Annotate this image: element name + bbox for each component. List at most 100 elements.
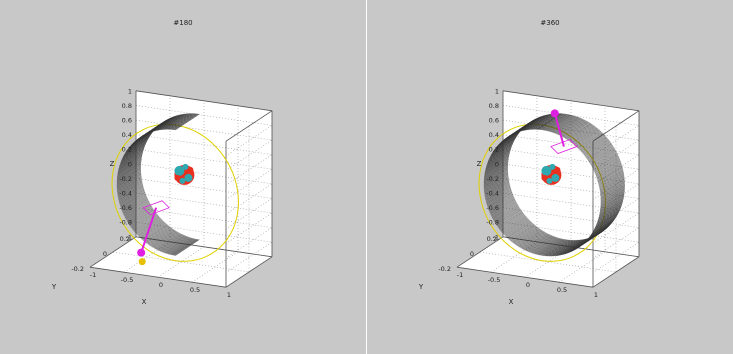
- ribbon-line: [147, 228, 173, 245]
- ribbon-line: [545, 239, 570, 257]
- ribbon-line: [484, 181, 510, 198]
- z-axis-label: Z: [110, 160, 115, 168]
- ribbon-line: [154, 232, 179, 249]
- ribbon-line: [599, 175, 625, 192]
- ribbon-line: [135, 217, 161, 234]
- z-tick-label: 1: [128, 87, 132, 95]
- grid-line-z: [502, 148, 640, 200]
- ribbon-line: [161, 113, 186, 130]
- ribbon-line: [513, 227, 538, 244]
- z-tick-label: -1: [126, 233, 132, 241]
- ribbon-line: [600, 183, 626, 200]
- ribbon-line: [146, 227, 171, 244]
- ribbon-line: [590, 148, 615, 165]
- ribbon-line: [124, 137, 150, 154]
- ribbon-line: [120, 147, 145, 164]
- ribbon-line: [575, 130, 601, 147]
- ribbon-line: [553, 116, 579, 134]
- chart-title: #360: [540, 19, 559, 27]
- ribbon-line: [528, 235, 553, 252]
- ribbon-line: [486, 186, 511, 203]
- ribbon-line: [600, 186, 626, 203]
- ribbon-line: [595, 211, 620, 228]
- ribbon-line: [167, 237, 192, 254]
- ribbon-line: [541, 113, 566, 131]
- ribbon-line: [126, 204, 152, 222]
- ribbon-line: [596, 206, 622, 224]
- ribbon-line: [550, 240, 576, 257]
- ribbon-line: [159, 113, 185, 131]
- ribbon-line: [163, 236, 188, 253]
- ribbon-line: [550, 115, 576, 133]
- ribbon-line: [116, 165, 142, 183]
- ribbon-line: [125, 136, 150, 153]
- ribbon-line: [585, 140, 610, 158]
- ribbon-line: [491, 199, 516, 217]
- ribbon-line: [585, 141, 611, 158]
- z-tick-label: -1: [493, 233, 499, 241]
- ribbon-line: [597, 164, 622, 182]
- ribbon-line: [489, 196, 515, 214]
- ribbon-line: [490, 197, 515, 214]
- ribbon-line: [128, 208, 154, 225]
- ribbon-line: [574, 129, 599, 146]
- ribbon-line: [167, 237, 193, 255]
- ribbon-line: [138, 220, 164, 237]
- ribbon-line: [530, 113, 555, 130]
- ribbon-line: [172, 239, 198, 256]
- ribbon-line: [506, 220, 531, 238]
- ribbon-line: [596, 207, 621, 224]
- ribbon-line: [489, 195, 514, 212]
- grid-line-z: [135, 207, 273, 259]
- ribbon-line: [600, 186, 626, 204]
- ribbon-line: [483, 175, 509, 192]
- ribbon-line: [525, 114, 551, 131]
- ribbon-line: [506, 221, 532, 238]
- ribbon-line: [123, 139, 149, 156]
- ribbon-line: [164, 236, 189, 254]
- ribbon-line: [116, 161, 142, 179]
- ribbon-line: [544, 239, 569, 257]
- ribbon-line: [484, 155, 510, 172]
- ribbon-line: [597, 206, 622, 223]
- ribbon-line: [120, 191, 146, 208]
- ribbon-line: [542, 239, 568, 256]
- ribbon-line: [516, 229, 542, 246]
- ribbon-line: [537, 238, 563, 255]
- ribbon-line: [122, 196, 147, 213]
- ribbon-line: [579, 134, 605, 151]
- ribbon-line: [483, 161, 509, 179]
- ribbon-line: [543, 239, 569, 256]
- ribbon-line: [160, 235, 186, 252]
- ribbon-line: [170, 113, 196, 130]
- ribbon-line: [598, 201, 623, 219]
- grid-line-x: [490, 95, 538, 273]
- ribbon-line: [484, 177, 509, 194]
- ribbon-line: [549, 115, 574, 132]
- body-blob: [554, 166, 561, 173]
- ribbon-line: [557, 118, 582, 135]
- grid-line-x: [191, 105, 239, 283]
- ribbon-line: [516, 229, 541, 246]
- ribbon-line: [167, 113, 192, 130]
- ribbon-line: [124, 201, 150, 218]
- ribbon-line: [159, 235, 185, 252]
- z-tick-label: -0.4: [486, 190, 499, 198]
- ribbon-line: [487, 145, 513, 162]
- ribbon-line: [116, 163, 142, 180]
- ribbon-line: [526, 235, 552, 252]
- ribbon-line: [117, 157, 142, 174]
- ribbon-line: [512, 226, 537, 243]
- ribbon-line: [148, 228, 173, 245]
- ribbon-line: [588, 144, 613, 162]
- ribbon-line: [551, 240, 576, 257]
- ribbon-line: [490, 198, 515, 215]
- ribbon-line: [487, 191, 513, 208]
- ribbon-line: [487, 190, 512, 207]
- ribbon-line: [492, 202, 518, 220]
- ribbon-line: [483, 174, 509, 191]
- ribbon-line: [117, 179, 142, 196]
- ribbon-line: [484, 157, 509, 174]
- ribbon-line: [531, 236, 556, 254]
- ribbon-line: [575, 129, 600, 146]
